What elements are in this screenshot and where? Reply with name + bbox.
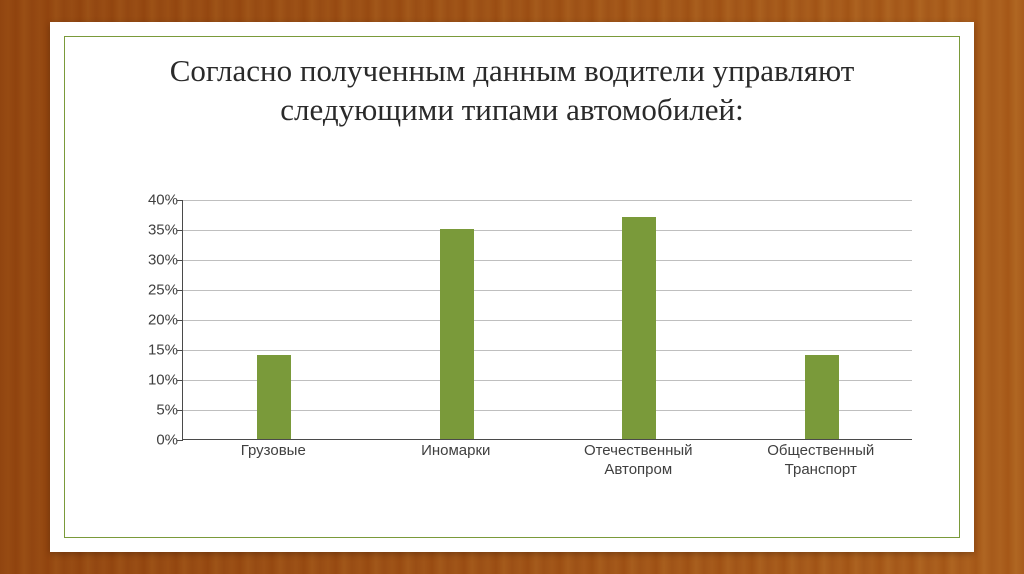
chart-y-label: 35%	[148, 222, 178, 239]
chart-plot-area	[182, 200, 912, 440]
chart-y-label: 5%	[156, 402, 178, 419]
chart-y-label: 40%	[148, 192, 178, 209]
chart-gridline	[183, 380, 912, 381]
chart-x-label: Иномарки	[365, 442, 548, 461]
bar-chart: 0% 5% 10% 15% 20% 25% 30% 35% 40% ГрузовыеИномарк…	[130, 190, 920, 505]
chart-y-label: 30%	[148, 252, 178, 269]
chart-gridline	[183, 410, 912, 411]
chart-bar	[440, 229, 474, 439]
slide-card: Согласно полученным данным водители упра…	[50, 22, 974, 552]
chart-x-label: Грузовые	[182, 442, 365, 461]
chart-x-label: ОтечественныйАвтопром	[547, 442, 730, 480]
chart-gridline	[183, 350, 912, 351]
chart-y-label: 10%	[148, 372, 178, 389]
chart-y-label: 15%	[148, 342, 178, 359]
chart-gridline	[183, 290, 912, 291]
chart-bar	[805, 355, 839, 439]
chart-y-label: 25%	[148, 282, 178, 299]
chart-gridline	[183, 260, 912, 261]
chart-y-label: 0%	[156, 432, 178, 449]
chart-gridline	[183, 320, 912, 321]
chart-gridline	[183, 200, 912, 201]
chart-gridline	[183, 230, 912, 231]
chart-x-label: ОбщественныйТранспорт	[730, 442, 913, 480]
chart-bar	[622, 217, 656, 439]
chart-y-label: 20%	[148, 312, 178, 329]
chart-bar	[257, 355, 291, 439]
slide-title: Согласно полученным данным водители упра…	[90, 52, 934, 130]
